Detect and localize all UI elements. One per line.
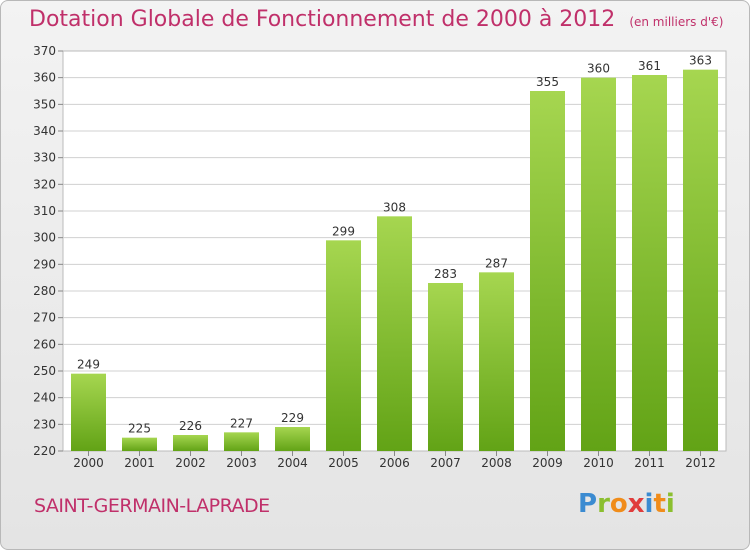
y-tick-label: 340 xyxy=(33,124,56,138)
bar xyxy=(71,373,106,451)
bar-value-label: 225 xyxy=(128,422,151,436)
bar xyxy=(122,437,157,451)
y-tick-label: 220 xyxy=(33,444,56,458)
x-axis: 2000 2001 2002 2003 2004 2005 2006 2007 2008 2009… xyxy=(73,451,716,470)
x-tick-label: 2007 xyxy=(430,456,461,470)
bar-value-label: 283 xyxy=(434,267,457,281)
bar xyxy=(428,283,463,451)
bar xyxy=(581,77,616,452)
bar-value-label: 226 xyxy=(179,419,202,433)
y-tick-label: 250 xyxy=(33,364,56,378)
bar xyxy=(683,69,718,452)
y-tick-label: 360 xyxy=(33,71,56,85)
x-tick-label: 2004 xyxy=(277,456,308,470)
bar-value-label: 308 xyxy=(383,200,406,214)
bar-value-label: 287 xyxy=(485,256,508,270)
logo-letter: r xyxy=(597,489,610,519)
chart-title-text: Dotation Globale de Fonctionnement de 20… xyxy=(29,7,616,32)
bar xyxy=(173,435,208,451)
logo-letter: t xyxy=(653,489,666,519)
x-tick-label: 2010 xyxy=(583,456,614,470)
y-tick-label: 260 xyxy=(33,337,56,351)
logo-letter: i xyxy=(665,489,675,519)
x-tick-label: 2012 xyxy=(685,456,716,470)
chart-subtitle: (en milliers d'€) xyxy=(629,15,724,29)
bar-value-label: 249 xyxy=(77,358,100,372)
x-tick-label: 2003 xyxy=(226,456,257,470)
bar xyxy=(479,272,514,451)
y-tick-label: 290 xyxy=(33,257,56,271)
y-tick-label: 370 xyxy=(33,44,56,58)
y-tick-label: 330 xyxy=(33,151,56,165)
x-tick-label: 2000 xyxy=(73,456,104,470)
y-tick-label: 240 xyxy=(33,391,56,405)
x-tick-label: 2002 xyxy=(175,456,206,470)
y-tick-label: 350 xyxy=(33,97,56,111)
bar-value-label: 361 xyxy=(638,59,661,73)
commune-name: SAINT-GERMAIN-LAPRADE xyxy=(34,495,270,517)
y-tick-label: 230 xyxy=(33,417,56,431)
x-tick-label: 2006 xyxy=(379,456,410,470)
x-tick-label: 2008 xyxy=(481,456,512,470)
proxiti-logo: Proxiti xyxy=(578,489,675,519)
bar xyxy=(275,427,310,451)
y-tick-label: 280 xyxy=(33,284,56,298)
logo-letter: i xyxy=(644,489,654,519)
bar xyxy=(326,240,361,451)
bar-value-label: 363 xyxy=(689,54,712,68)
bar xyxy=(224,432,259,451)
logo-letter: x xyxy=(627,489,645,519)
logo-letter: o xyxy=(609,489,628,519)
bars: 249 225 226 227 229 299 308 283 287 355 360 361 363 xyxy=(71,54,718,452)
y-tick-label: 300 xyxy=(33,231,56,245)
y-tick-label: 320 xyxy=(33,177,56,191)
x-tick-label: 2001 xyxy=(124,456,155,470)
y-tick-label: 310 xyxy=(33,204,56,218)
logo-letter: P xyxy=(578,489,598,519)
x-tick-label: 2009 xyxy=(532,456,563,470)
bar-value-label: 227 xyxy=(230,416,253,430)
bar xyxy=(632,75,667,451)
bar xyxy=(377,216,412,451)
x-tick-label: 2005 xyxy=(328,456,359,470)
bar-value-label: 229 xyxy=(281,411,304,425)
y-axis: 220 230 240 250 260 270 280 290 300 310 320 330 340 3… xyxy=(33,44,63,458)
x-tick-label: 2011 xyxy=(634,456,665,470)
y-tick-label: 270 xyxy=(33,311,56,325)
bar-value-label: 355 xyxy=(536,75,559,89)
bar xyxy=(530,91,565,451)
bar-value-label: 299 xyxy=(332,224,355,238)
chart-title: Dotation Globale de Fonctionnement de 20… xyxy=(29,7,723,32)
bar-value-label: 360 xyxy=(587,62,610,76)
